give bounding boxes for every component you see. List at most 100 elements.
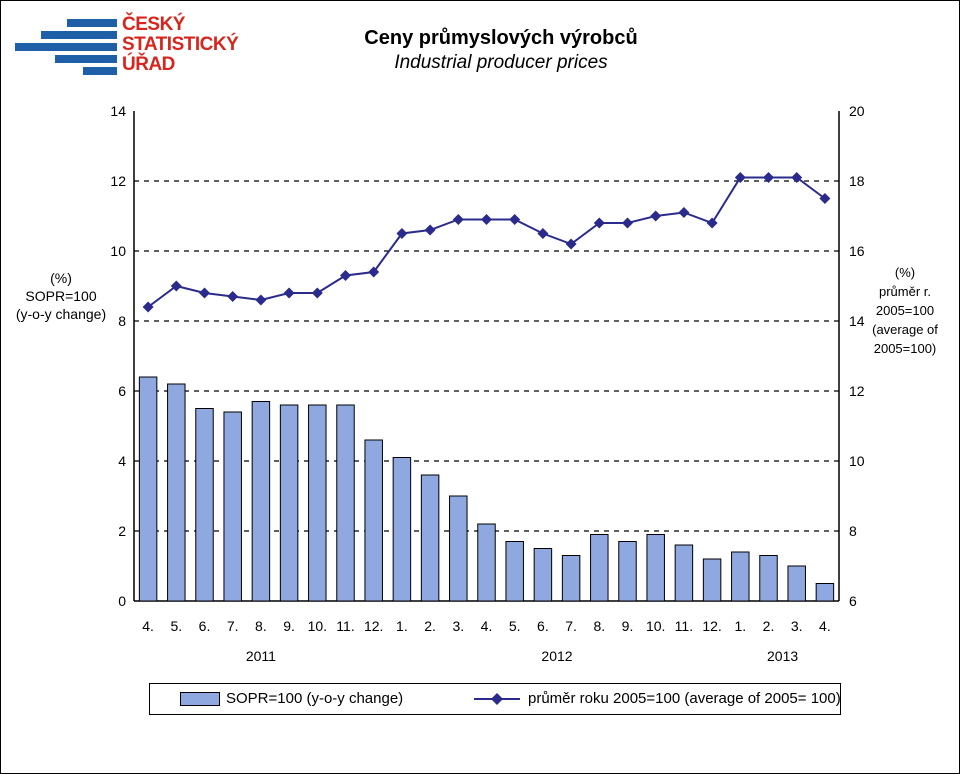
legend-bar-label: SOPR=100 (y-o-y change) <box>226 690 404 707</box>
line-point <box>170 280 182 292</box>
bar <box>279 404 299 602</box>
line-point <box>763 172 774 183</box>
x-tick-label: 1. <box>734 618 746 634</box>
y-right-tick-label: 8 <box>849 523 857 539</box>
line-point <box>650 210 662 222</box>
y-axis-right-label-line: (%) <box>894 265 916 280</box>
line-point <box>622 217 633 229</box>
bar <box>364 439 383 602</box>
line-point <box>199 287 210 299</box>
logo-stripe <box>55 55 117 63</box>
line-point <box>593 217 605 229</box>
legend-line-label: průměr roku 2005=100 (average of 2005= 1… <box>528 690 841 707</box>
y-right-tick-label: 20 <box>849 103 865 119</box>
bar <box>533 548 553 602</box>
line-point <box>734 172 746 183</box>
x-tick-label: 5. <box>509 618 521 634</box>
y-axis-right-label-line: (average of <box>872 322 938 337</box>
bar <box>505 541 524 602</box>
line-point <box>283 287 295 299</box>
line-point <box>565 238 577 250</box>
x-tick-label: 3. <box>452 618 464 634</box>
bar <box>449 495 468 602</box>
bar <box>420 474 440 602</box>
line-point <box>255 294 267 306</box>
y-axis-left-label: (%) SOPR=100 (y-o-y change) <box>11 269 111 323</box>
bar <box>646 534 665 602</box>
year-label: 2013 <box>767 648 798 664</box>
bar <box>702 558 722 602</box>
x-tick-label: 2. <box>424 618 436 634</box>
chart-title: Ceny průmyslových výrobců <box>364 27 638 49</box>
legend: SOPR=100 (y-o-y change) průměr roku 2005… <box>149 683 841 715</box>
chart-plot: 0 2 4 6 8 10 12 14 6 8 10 12 14 16 18 20 4. 5. 6. 7. 8. 9. 10.… <box>110 103 865 664</box>
y-left-tick-label: 12 <box>110 173 126 189</box>
y-right-tick-label: 18 <box>849 173 865 189</box>
line-point <box>311 287 323 299</box>
year-label: 2012 <box>541 648 572 664</box>
y-right-tick-label: 14 <box>849 313 865 329</box>
legend-diamond-icon <box>491 693 503 705</box>
bar <box>251 401 271 602</box>
x-tick-label: 8. <box>593 618 605 634</box>
logo-stripe <box>15 43 117 51</box>
y-left-tick-label: 10 <box>110 243 126 259</box>
line-point <box>396 228 408 239</box>
bar <box>561 555 581 602</box>
x-tick-label: 6. <box>199 618 211 634</box>
bar <box>477 523 496 602</box>
line-point <box>706 217 718 229</box>
x-tick-label: 7. <box>227 618 239 634</box>
y-axis-left-label-line: SOPR=100 <box>25 288 97 304</box>
x-tick-label: 12. <box>702 618 721 634</box>
logo-text-line: STATISTICKÝ <box>122 34 239 55</box>
line-point <box>452 214 464 225</box>
bar <box>167 383 186 602</box>
line-point <box>678 207 690 218</box>
x-tick-label: 6. <box>537 618 549 634</box>
line-point <box>537 228 549 239</box>
bar <box>815 583 835 602</box>
bar <box>618 541 637 602</box>
x-tick-label: 9. <box>622 618 634 634</box>
bar <box>787 565 806 602</box>
line-point <box>227 291 239 302</box>
y-left-tick-label: 14 <box>110 103 126 119</box>
x-tick-label: 11. <box>336 618 354 634</box>
y-axis-right-label-line: průměr r. <box>878 284 931 299</box>
line-point <box>509 214 521 225</box>
y-axis-right-label-line: 2005=100) <box>873 341 937 356</box>
chart-header: Ceny průmyslových výrobců Industrial pro… <box>331 27 671 74</box>
bar <box>308 404 327 602</box>
bar <box>759 555 778 602</box>
logo-stripe <box>67 19 117 27</box>
x-tick-label: 4. <box>142 618 154 634</box>
y-right-tick-label: 16 <box>849 243 865 259</box>
y-axis-right-label: (%) průměr r. 2005=100 (average of 2005=… <box>863 263 947 358</box>
y-right-tick-label: 12 <box>849 383 865 399</box>
x-tick-label: 10. <box>646 618 665 634</box>
bar <box>674 544 694 602</box>
legend-line-swatch <box>474 693 520 705</box>
y-axis-left-label-line: (%) <box>50 270 72 286</box>
czso-logo: ČESKÝ STATISTICKÝ ÚŘAD <box>15 15 239 75</box>
y-axis-right-label-line: 2005=100 <box>875 303 935 318</box>
x-tick-label: 11. <box>675 618 693 634</box>
line-point <box>340 270 351 281</box>
x-tick-label: 3. <box>791 618 803 634</box>
line-point <box>819 193 831 204</box>
x-tick-label: 2. <box>763 618 775 634</box>
y-right-tick-label: 6 <box>849 593 857 609</box>
x-tick-label: 10. <box>308 618 327 634</box>
x-tick-label: 9. <box>283 618 295 634</box>
logo-stripe <box>83 67 117 75</box>
line-point <box>791 172 803 183</box>
bar <box>223 411 242 602</box>
line-point <box>424 224 436 236</box>
y-left-tick-label: 8 <box>118 313 126 329</box>
x-tick-label: 8. <box>255 618 267 634</box>
chart-subtitle: Industrial producer prices <box>394 52 608 73</box>
bar <box>138 376 158 602</box>
x-tick-label: 12. <box>364 618 383 634</box>
logo-stripe <box>41 31 117 39</box>
